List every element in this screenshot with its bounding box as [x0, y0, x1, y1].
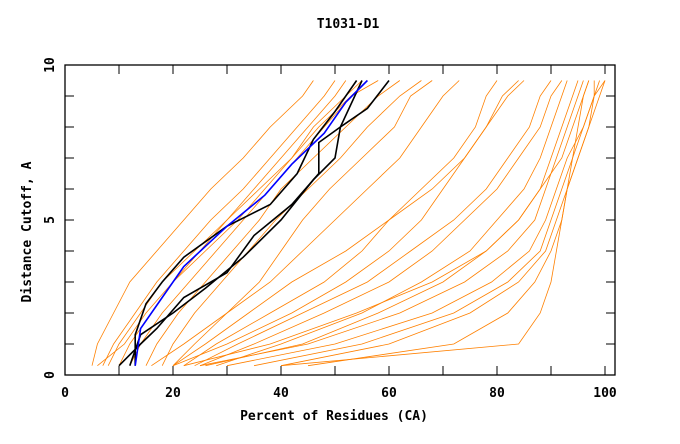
model-line-0: [91, 80, 314, 366]
model-line-15: [205, 80, 590, 367]
best-model-line: [134, 79, 368, 366]
y-tick-10: 10: [43, 57, 58, 73]
model-line-6: [172, 80, 433, 366]
model-line-9: [216, 80, 568, 367]
y-axis-label: Distance Cutoff, A: [20, 161, 35, 302]
highlight-line-2: [129, 80, 390, 366]
x-tick-100: 100: [593, 386, 617, 401]
model-line-11: [199, 80, 584, 367]
highlight-line-1: [118, 80, 363, 367]
model-line-13: [253, 80, 606, 367]
model-line-23: [172, 80, 519, 367]
model-line-5: [161, 80, 422, 366]
axis-ticks: [64, 64, 615, 376]
model-line-22: [151, 80, 460, 367]
y-tick-5: 5: [43, 216, 58, 224]
model-line-14: [280, 80, 606, 367]
model-line-3: [129, 80, 368, 366]
x-tick-20: 20: [165, 386, 181, 401]
x-tick-0: 0: [61, 386, 69, 401]
series-layer: [91, 79, 606, 367]
model-line-19: [194, 80, 552, 367]
x-axis-label: Percent of Residues (CA): [240, 409, 428, 424]
chart-title: T1031-D1: [317, 17, 380, 32]
highlight-line-0: [134, 80, 358, 366]
model-line-10: [183, 80, 579, 367]
x-tick-40: 40: [273, 386, 289, 401]
y-tick-0: 0: [43, 371, 58, 379]
model-line-8: [199, 80, 563, 367]
model-line-16: [307, 80, 600, 367]
model-line-20: [107, 80, 363, 366]
model-line-18: [172, 80, 525, 367]
model-line-1: [102, 80, 336, 366]
x-tick-80: 80: [489, 386, 505, 401]
x-tick-60: 60: [381, 386, 397, 401]
model-line-17: [280, 80, 590, 367]
